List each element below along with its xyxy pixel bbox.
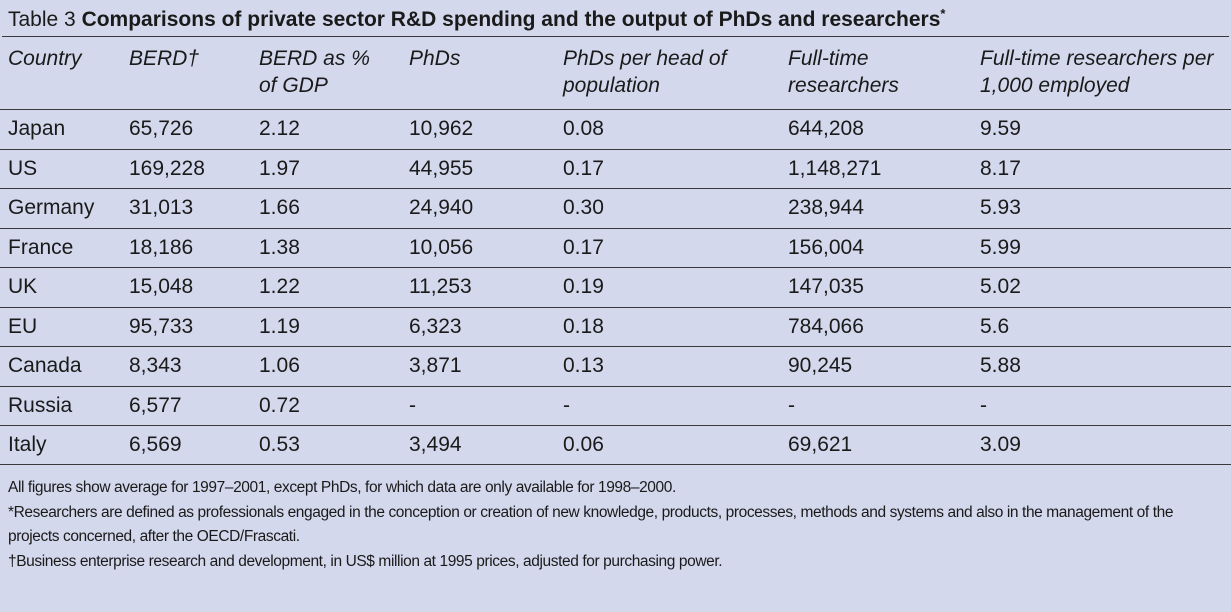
cell-berd-gdp: 1.38 — [259, 235, 300, 259]
cell-berd-gdp: 1.06 — [259, 354, 300, 377]
cell-phds: 6,323 — [409, 314, 462, 338]
title-footnote-marker: * — [940, 6, 946, 21]
comparison-table: Country BERD† BERD as % of GDP PhDs PhDs… — [0, 37, 1231, 465]
cell-phds-per-head: 0.17 — [563, 156, 604, 180]
cell-berd-gdp: 1.19 — [259, 314, 300, 338]
cell-berd: 6,569 — [129, 433, 182, 456]
cell-researchers: 238,944 — [788, 196, 864, 219]
cell-researchers: 784,066 — [788, 314, 864, 338]
table-row: France 18,186 1.38 10,056 0.17 156,004 5… — [0, 227, 1231, 268]
cell-researchers: 147,035 — [788, 275, 864, 298]
cell-berd: 18,186 — [129, 235, 194, 259]
cell-berd: 169,228 — [129, 156, 205, 180]
cell-country: EU — [8, 314, 38, 338]
cell-country: Canada — [8, 354, 82, 377]
table-header-row: Country BERD† BERD as % of GDP PhDs PhDs… — [0, 37, 1231, 109]
cell-berd-gdp: 0.72 — [259, 393, 300, 417]
cell-phds: 10,962 — [409, 117, 474, 140]
cell-phds-per-head: 0.17 — [563, 235, 604, 259]
title-rule — [2, 36, 1229, 37]
cell-berd-gdp: 1.66 — [259, 196, 300, 219]
cell-researchers-per-1000: 5.93 — [980, 196, 1021, 219]
header-berd-gdp: BERD as % of GDP — [259, 47, 370, 97]
cell-berd-gdp: 0.53 — [259, 433, 300, 456]
table-title-text: Comparisons of private sector R&D spendi… — [81, 8, 941, 31]
cell-phds: - — [409, 393, 416, 417]
table-row: Germany 31,013 1.66 24,940 0.30 238,944 … — [0, 188, 1231, 228]
header-phds-per-head: PhDs per head of population — [563, 47, 727, 97]
footnote-researchers: *Researchers are defined as professional… — [8, 503, 1174, 546]
cell-phds-per-head: 0.06 — [563, 433, 604, 456]
cell-researchers: 1,148,271 — [788, 156, 882, 180]
cell-researchers: 156,004 — [788, 235, 864, 259]
cell-phds: 10,056 — [409, 235, 474, 259]
cell-phds: 11,253 — [409, 275, 472, 298]
cell-berd: 95,733 — [129, 314, 194, 338]
cell-phds: 3,494 — [409, 433, 462, 456]
cell-berd-gdp: 1.22 — [259, 275, 300, 298]
cell-country: UK — [8, 275, 38, 298]
cell-researchers-per-1000: 5.6 — [980, 314, 1010, 338]
cell-phds-per-head: 0.18 — [563, 314, 604, 338]
header-researchers-per-1000: Full-time researchers per 1,000 employed — [980, 47, 1214, 97]
cell-phds: 24,940 — [409, 196, 474, 219]
header-researchers: Full-time researchers — [788, 47, 899, 97]
cell-researchers: 90,245 — [788, 354, 853, 377]
cell-berd-gdp: 2.12 — [259, 117, 300, 140]
table-row: UK 15,048 1.22 11,253 0.19 147,035 5.02 — [0, 267, 1231, 307]
cell-researchers: 69,621 — [788, 433, 853, 456]
table-row: Russia 6,577 0.72 - - - - — [0, 385, 1231, 426]
cell-country: Germany — [8, 196, 95, 219]
cell-researchers-per-1000: 3.09 — [980, 433, 1021, 456]
cell-phds-per-head: 0.13 — [563, 354, 604, 377]
cell-berd: 15,048 — [129, 275, 194, 298]
table-number: Table 3 — [8, 8, 76, 31]
table-footnotes: All figures show average for 1997–2001, … — [8, 476, 1223, 574]
cell-berd: 31,013 — [129, 196, 194, 219]
cell-phds-per-head: - — [563, 393, 570, 417]
cell-phds-per-head: 0.08 — [563, 117, 604, 140]
cell-phds: 3,871 — [409, 354, 462, 377]
table-row: Japan 65,726 2.12 10,962 0.08 644,208 9.… — [0, 109, 1231, 149]
cell-country: US — [8, 156, 38, 180]
cell-researchers-per-1000: 8.17 — [980, 156, 1021, 180]
header-country: Country — [8, 47, 82, 70]
footnote-period: All figures show average for 1997–2001, … — [8, 479, 676, 496]
table-title: Table 3 Comparisons of private sector R&… — [6, 4, 1225, 36]
header-phds: PhDs — [409, 47, 461, 70]
cell-country: France — [8, 235, 74, 259]
cell-phds-per-head: 0.19 — [563, 275, 604, 298]
cell-berd: 65,726 — [129, 117, 194, 140]
cell-berd: 6,577 — [129, 393, 182, 417]
cell-phds-per-head: 0.30 — [563, 196, 604, 219]
table-row: Italy 6,569 0.53 3,494 0.06 69,621 3.09 — [0, 425, 1231, 465]
table-row: Canada 8,343 1.06 3,871 0.13 90,245 5.88 — [0, 346, 1231, 386]
cell-country: Italy — [8, 433, 47, 456]
cell-researchers-per-1000: 5.02 — [980, 275, 1021, 298]
cell-researchers: - — [788, 393, 795, 417]
cell-berd-gdp: 1.97 — [259, 156, 300, 180]
cell-country: Russia — [8, 393, 73, 417]
footnote-berd: †Business enterprise research and develo… — [8, 552, 723, 570]
cell-researchers-per-1000: 5.99 — [980, 235, 1021, 259]
cell-country: Japan — [8, 117, 66, 140]
cell-phds: 44,955 — [409, 156, 474, 180]
cell-researchers-per-1000: 9.59 — [980, 117, 1021, 140]
table-row: US 169,228 1.97 44,955 0.17 1,148,271 8.… — [0, 148, 1231, 189]
table-row: EU 95,733 1.19 6,323 0.18 784,066 5.6 — [0, 306, 1231, 347]
cell-berd: 8,343 — [129, 354, 182, 377]
cell-researchers: 644,208 — [788, 117, 864, 140]
header-berd: BERD† — [129, 47, 200, 70]
cell-researchers-per-1000: - — [980, 393, 987, 417]
cell-researchers-per-1000: 5.88 — [980, 354, 1021, 377]
